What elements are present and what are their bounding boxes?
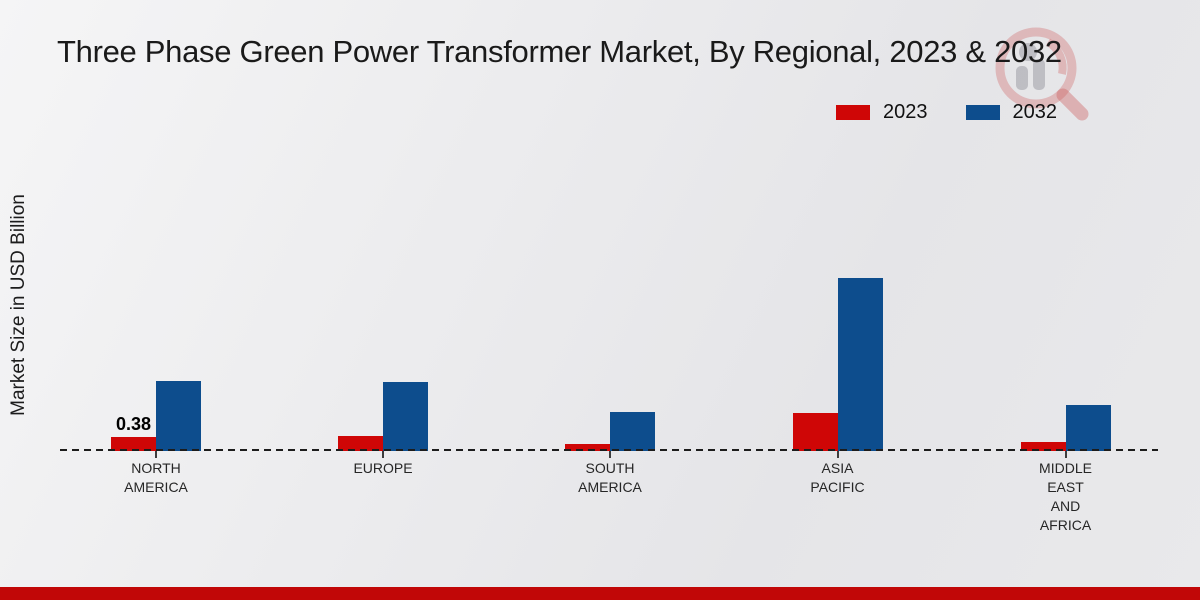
footer-accent-bar	[0, 587, 1200, 600]
x-axis-tick-middle-east-and-africa	[1064, 451, 1067, 458]
x-axis-tick-north-america	[155, 451, 157, 458]
x-axis-baseline	[60, 449, 1158, 451]
category-label-middle-east-and-africa: MIDDLE EAST AND AFRICA	[1039, 460, 1092, 533]
y-axis-label: Market Size in USD Billion	[8, 194, 29, 416]
legend-item-2023: 2023	[836, 101, 928, 124]
bar-2032-asia-pacific	[837, 278, 883, 451]
bar-2023-europe	[338, 436, 383, 451]
legend-swatch-2023	[836, 105, 870, 120]
magnifier-bar-chart-logo-watermark	[995, 27, 1089, 121]
x-axis-tick-asia-pacific	[836, 451, 839, 458]
bar-2032-north-america	[156, 381, 201, 451]
chart-title: Three Phase Green Power Transformer Mark…	[57, 34, 1062, 69]
bar-2023-asia-pacific	[792, 413, 838, 451]
category-label-europe: EUROPE	[353, 460, 413, 476]
bar-2023-south-america	[565, 444, 610, 451]
bar-2032-europe	[383, 382, 428, 451]
legend-swatch-2032	[965, 105, 1000, 120]
category-label-asia-pacific: ASIA PACIFIC	[810, 460, 865, 495]
data-label-0.38: 0.38	[115, 414, 152, 434]
category-label-south-america: SOUTH AMERICA	[578, 460, 642, 495]
x-axis-tick-europe	[382, 451, 384, 458]
legend-label-2023: 2023	[883, 101, 928, 123]
bar-2032-south-america	[610, 412, 655, 451]
chart-legend: 2023 2032	[836, 101, 1057, 124]
bar-2032-middle-east-and-africa	[1065, 404, 1111, 451]
category-label-north-america: NORTH AMERICA	[124, 460, 188, 495]
legend-label-2032: 2032	[1012, 101, 1058, 123]
legend-item-2032: 2032	[965, 101, 1058, 124]
bar-2023-north-america	[111, 437, 156, 451]
bar-2023-middle-east-and-africa	[1020, 441, 1066, 451]
x-axis-tick-south-america	[609, 451, 611, 458]
